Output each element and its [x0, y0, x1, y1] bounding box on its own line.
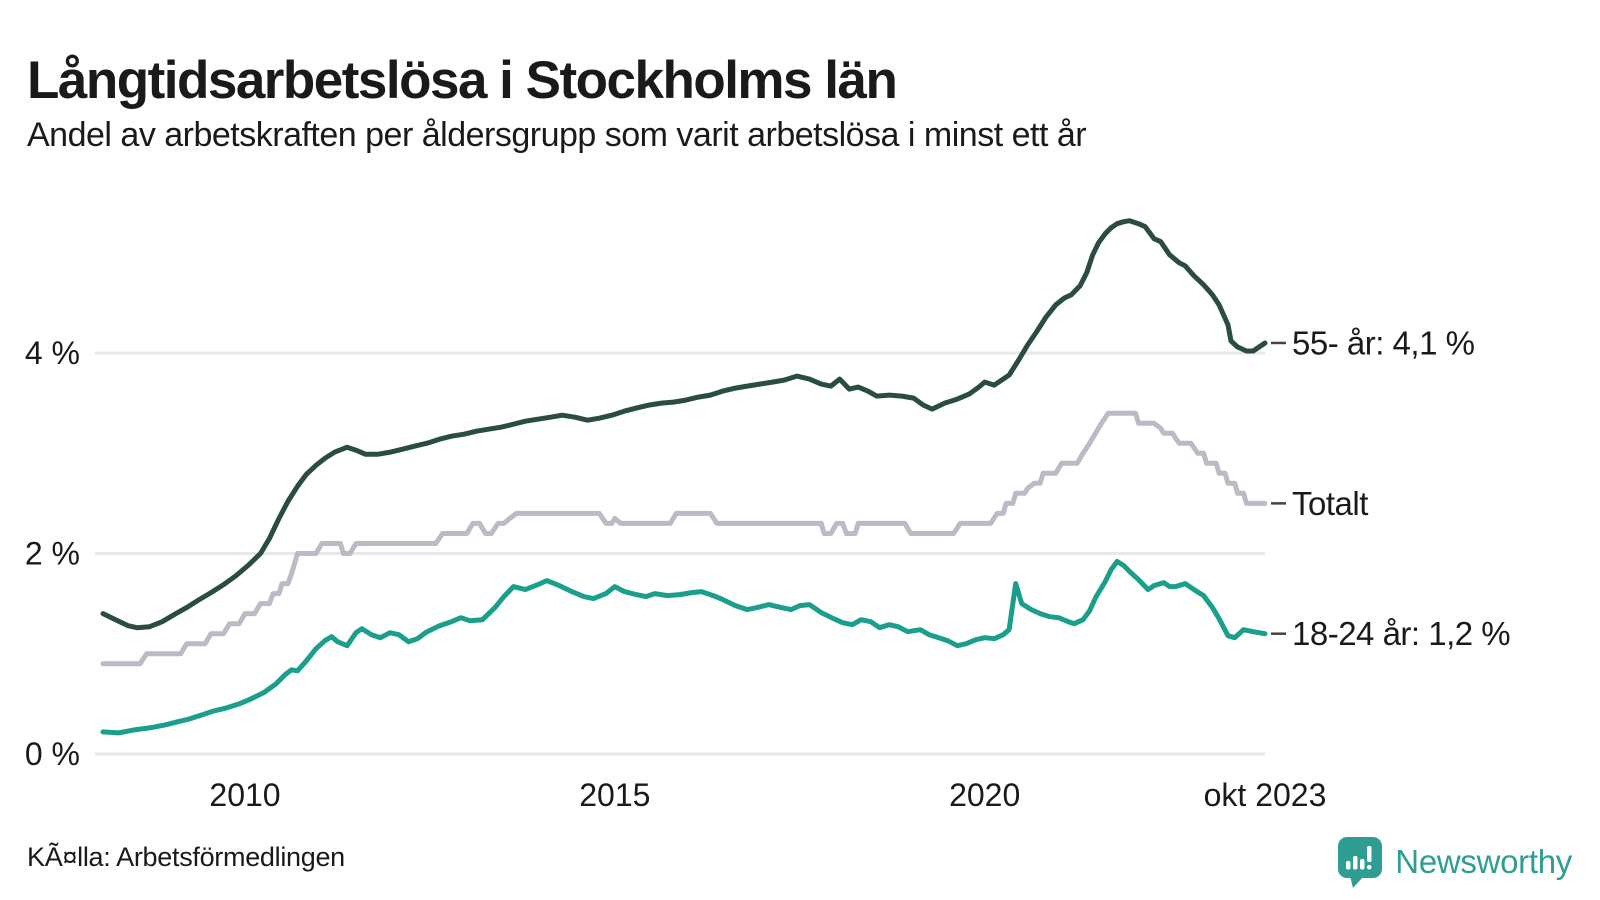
series-end-label-18-24-år: 18-24 år: 1,2 % [1292, 615, 1510, 652]
x-axis-tick-label: 2010 [209, 777, 280, 813]
source-note: KÃ¤lla: Arbetsförmedlingen [27, 842, 345, 872]
series-line-55--år [100, 218, 1268, 631]
series-line-Totalt [100, 410, 1268, 667]
chart-subtitle: Andel av arbetskraften per åldersgrupp s… [27, 116, 1087, 154]
series-line-18-24-år [100, 559, 1268, 736]
logo-bar-icon [1353, 856, 1358, 870]
x-axis-tick-label: 2020 [949, 777, 1020, 813]
y-axis-tick-label: 0 % [25, 736, 80, 772]
y-axis-tick-label: 4 % [25, 335, 80, 371]
newsworthy-wordmark: Newsworthy [1395, 843, 1572, 880]
x-axis-tick-label: okt 2023 [1204, 777, 1327, 813]
logo-exclamation-icon [1367, 846, 1372, 862]
series-end-label-Totalt: Totalt [1292, 485, 1368, 522]
x-axis-tick-label: 2015 [579, 777, 650, 813]
page-title: Långtidsarbetslösa i Stockholms län [27, 50, 898, 110]
logo-bar-icon [1346, 861, 1351, 870]
y-axis-tick-label: 2 % [25, 536, 80, 572]
newsworthy-branding: Newsworthy [1337, 836, 1572, 888]
logo-exclamation-icon [1367, 865, 1372, 870]
logo-bubble [1338, 837, 1383, 878]
newsworthy-logo-icon [1337, 836, 1383, 888]
logo-bubble-tail [1350, 876, 1365, 888]
series-end-label-55--år: 55- år: 4,1 % [1292, 324, 1475, 361]
logo-bar-icon [1360, 859, 1365, 870]
